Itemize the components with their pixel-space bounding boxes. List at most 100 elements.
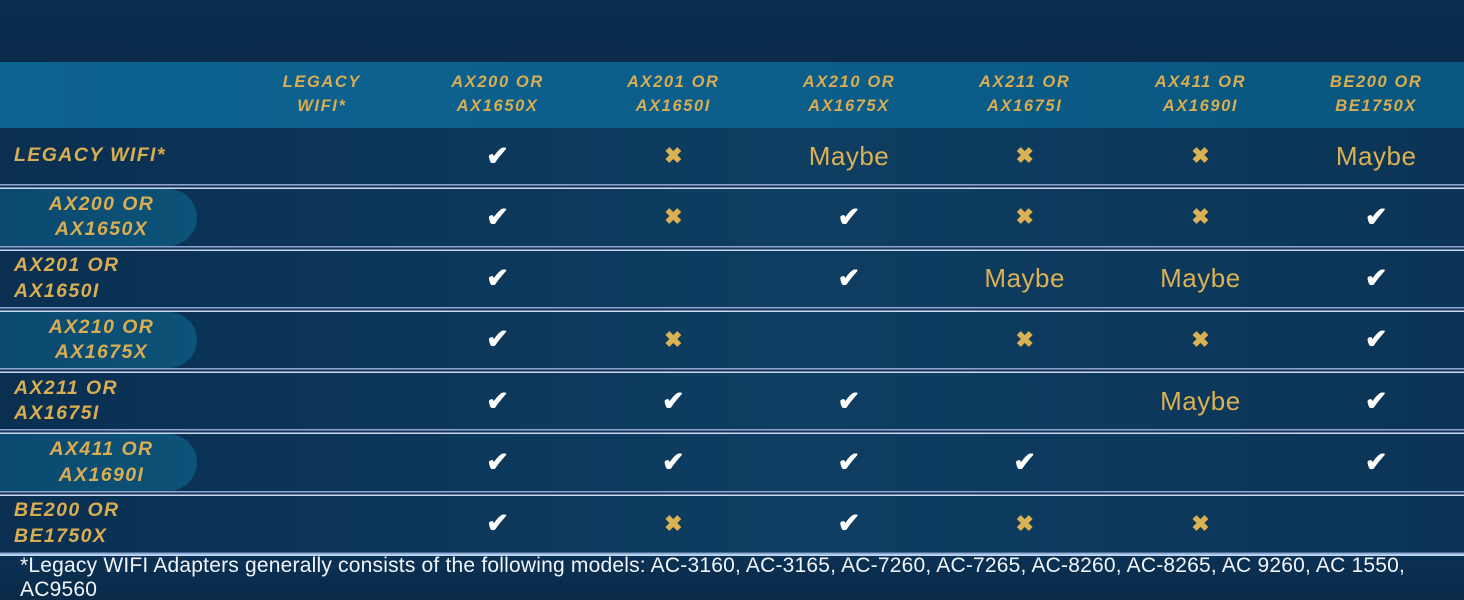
compat-cell: ✔ <box>410 202 586 233</box>
compat-cell: ✖ <box>937 511 1113 537</box>
compat-cell: ✔ <box>1288 324 1464 355</box>
footer: *Legacy WIFI Adapters generally consists… <box>0 554 1464 600</box>
check-icon: ✔ <box>1364 385 1388 416</box>
cross-icon: ✖ <box>1191 204 1210 230</box>
cross-icon: ✖ <box>1015 326 1034 352</box>
header-cell-ax201-or: AX201 OR AX1650I <box>626 73 720 115</box>
row-label: AX211 OR AX1675I <box>14 376 119 425</box>
compat-cell: ✖ <box>1113 143 1289 169</box>
table-row-grid: AX201 OR AX1650I ✔ ✔ Maybe Maybe ✔ <box>0 251 1464 307</box>
cross-icon: ✖ <box>1015 510 1034 536</box>
cross-icon: ✖ <box>1191 510 1210 536</box>
row-label-cell: AX411 OR AX1690I <box>0 434 234 491</box>
compat-cell: ✖ <box>1113 327 1289 353</box>
header-cell-ax200-or: AX200 OR AX1650X <box>451 73 544 115</box>
check-icon: ✔ <box>486 385 509 416</box>
check-icon: ✔ <box>661 385 685 416</box>
header-cell-be200-or: BE200 OR BE1750X <box>1329 73 1423 115</box>
row-label: AX210 OR AX1675X <box>48 315 155 363</box>
check-icon: ✔ <box>486 201 509 232</box>
row-label-cell: AX210 OR AX1675X <box>0 311 234 369</box>
compat-cell: ✔ <box>1288 202 1464 233</box>
compat-cell: ✖ <box>1113 511 1289 537</box>
compat-cell: Maybe <box>761 141 937 172</box>
compat-cell: Maybe <box>1113 386 1289 417</box>
compat-cell: Maybe <box>937 263 1113 294</box>
check-icon: ✔ <box>837 508 861 539</box>
row-label-pill <box>0 434 197 491</box>
check-icon: ✔ <box>1364 263 1388 294</box>
maybe-text: Maybe <box>1160 385 1241 416</box>
header-row: LEGACY WIFI* AX200 OR AX1650X AX201 OR AX1650… <box>0 62 1464 128</box>
header-cell-ax211-or: AX211 OR AX1675I <box>979 73 1071 115</box>
check-icon: ✔ <box>661 447 685 478</box>
row-separator <box>0 429 1464 435</box>
table-row-grid: AX210 OR AX1675X ✔ ✖ ✖ ✖ ✔ <box>0 311 1464 369</box>
maybe-text: Maybe <box>984 263 1065 294</box>
compat-cell: ✔ <box>410 141 586 172</box>
check-icon: ✔ <box>486 447 509 478</box>
row-label: AX201 OR AX1650I <box>14 254 120 302</box>
check-icon: ✔ <box>486 140 509 171</box>
table-row-grid: AX200 OR AX1650X ✔ ✖ ✔ ✖ ✖ ✔ <box>0 189 1464 246</box>
header-cell-ax210-or: AX210 OR AX1675X <box>802 73 896 115</box>
cross-icon: ✖ <box>664 204 683 230</box>
check-icon: ✔ <box>837 201 861 232</box>
table-row: AX211 OR AX1675I ✔ ✔ ✔ Maybe ✔ <box>0 373 1464 430</box>
table-row: AX411 OR AX1690I ✔ ✔ ✔ ✔ ✔ <box>0 434 1464 491</box>
matrix-rows: LEGACY WIFI* ✔ ✖ Maybe ✖ ✖ Maybe AX200 OR AX1650… <box>0 128 1464 552</box>
compat-cell: ✔ <box>410 508 586 539</box>
check-icon: ✔ <box>1364 324 1388 355</box>
check-icon: ✔ <box>486 508 509 539</box>
maybe-text: Maybe <box>1335 140 1417 171</box>
compat-cell: ✔ <box>1288 386 1464 417</box>
compat-cell: ✔ <box>937 447 1113 478</box>
cross-icon: ✖ <box>1015 204 1034 230</box>
compat-cell: ✖ <box>585 327 761 353</box>
check-icon: ✔ <box>1013 447 1037 478</box>
check-icon: ✔ <box>486 324 509 355</box>
row-label: AX411 OR AX1690I <box>49 438 154 486</box>
table-row-grid: LEGACY WIFI* ✔ ✖ Maybe ✖ ✖ Maybe <box>0 128 1464 184</box>
compat-cell: Maybe <box>1113 263 1289 294</box>
cross-icon: ✖ <box>1191 326 1210 352</box>
legacy-models-note: *Legacy WIFI Adapters generally consists… <box>20 554 1406 600</box>
table-row: LEGACY WIFI* ✔ ✖ Maybe ✖ ✖ Maybe <box>0 128 1464 185</box>
row-label: BE200 OR BE1750X <box>14 499 120 547</box>
row-separator <box>0 368 1464 374</box>
row-separator <box>0 306 1464 312</box>
compat-cell: ✔ <box>410 263 586 294</box>
cross-icon: ✖ <box>664 510 683 536</box>
table-row: BE200 OR BE1750X ✔ ✖ ✔ ✖ ✖ <box>0 495 1464 552</box>
check-icon: ✔ <box>837 263 861 294</box>
maybe-text: Maybe <box>1160 263 1241 294</box>
compat-cell: ✔ <box>761 386 937 417</box>
compat-cell: ✔ <box>761 508 937 539</box>
row-label: AX200 OR AX1650X <box>48 193 155 241</box>
check-icon: ✔ <box>486 263 509 294</box>
compat-cell: ✖ <box>937 204 1113 230</box>
row-label-cell: BE200 OR BE1750X <box>0 496 234 552</box>
compat-cell: ✔ <box>585 447 761 478</box>
compat-cell: ✖ <box>585 204 761 230</box>
cross-icon: ✖ <box>664 326 683 352</box>
check-icon: ✔ <box>837 447 861 478</box>
check-icon: ✔ <box>1364 447 1388 478</box>
compat-cell: ✖ <box>937 327 1113 353</box>
compat-cell: Maybe <box>1288 141 1464 172</box>
compat-cell: ✖ <box>585 143 761 169</box>
check-icon: ✔ <box>837 385 861 416</box>
table-row: AX200 OR AX1650X ✔ ✖ ✔ ✖ ✖ ✔ <box>0 189 1464 246</box>
footer-divider <box>0 552 1464 556</box>
row-separator <box>0 490 1464 496</box>
table-row: AX210 OR AX1675X ✔ ✖ ✖ ✖ ✔ <box>0 311 1464 369</box>
row-label-cell: LEGACY WIFI* <box>0 128 234 184</box>
row-label-cell: AX200 OR AX1650X <box>0 189 234 246</box>
check-icon: ✔ <box>1364 201 1388 232</box>
header-cell-legacy: LEGACY WIFI* <box>282 73 362 115</box>
row-separator <box>0 245 1464 251</box>
compat-cell: ✔ <box>761 447 937 478</box>
cross-icon: ✖ <box>1015 143 1034 169</box>
row-label-pill <box>0 189 197 246</box>
